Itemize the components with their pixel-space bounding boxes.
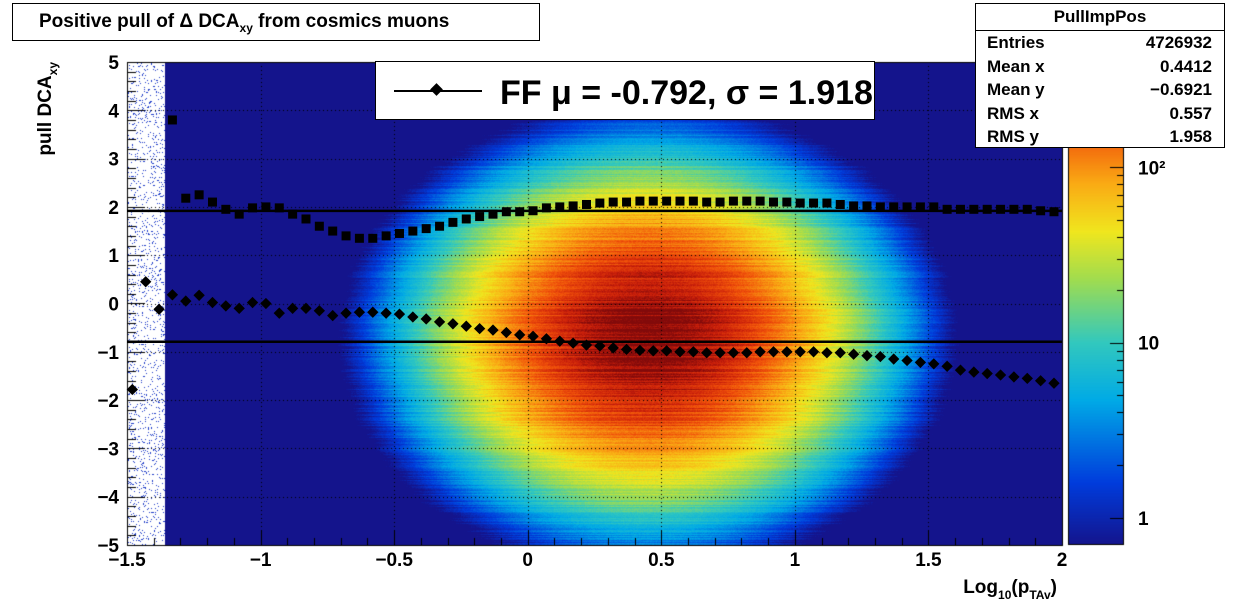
stats-value: 0.557 — [1169, 103, 1212, 123]
stats-value: −0.6921 — [1150, 80, 1212, 99]
stats-value: 0.4412 — [1160, 56, 1212, 76]
chart-title: Positive pull of Δ DCAxy from cosmics mu… — [39, 11, 449, 35]
stats-label: Entries — [987, 33, 1045, 52]
stats-box: PullImpPos Entries 4726932 Mean x 0.4412 M… — [975, 3, 1225, 148]
stats-label: RMS x — [987, 103, 1039, 123]
legend-marker — [430, 83, 443, 96]
stats-row: Mean y −0.6921 — [976, 78, 1224, 102]
stats-label: Mean y — [987, 80, 1045, 99]
stats-row: Mean x 0.4412 — [976, 55, 1224, 79]
stats-value: 1.958 — [1169, 127, 1212, 146]
stats-label: RMS y — [987, 127, 1039, 146]
stats-row: RMS y 1.958 — [976, 125, 1224, 149]
stats-row: Entries 4726932 — [976, 31, 1224, 55]
stats-value: 4726932 — [1145, 33, 1212, 52]
title-main: Positive pull of Δ DCA — [39, 11, 240, 32]
chart-title-box: Positive pull of Δ DCAxy from cosmics mu… — [12, 3, 540, 41]
title-subscript: xy — [239, 20, 253, 35]
fit-legend: FF μ = -0.792, σ = 1.918 — [375, 61, 875, 120]
stats-row: RMS x 0.557 — [976, 102, 1224, 126]
title-tail: from cosmics muons — [252, 11, 450, 32]
stats-label: Mean x — [987, 56, 1045, 76]
stats-title: PullImpPos — [976, 4, 1224, 31]
legend-text: FF μ = -0.792, σ = 1.918 — [500, 74, 873, 112]
